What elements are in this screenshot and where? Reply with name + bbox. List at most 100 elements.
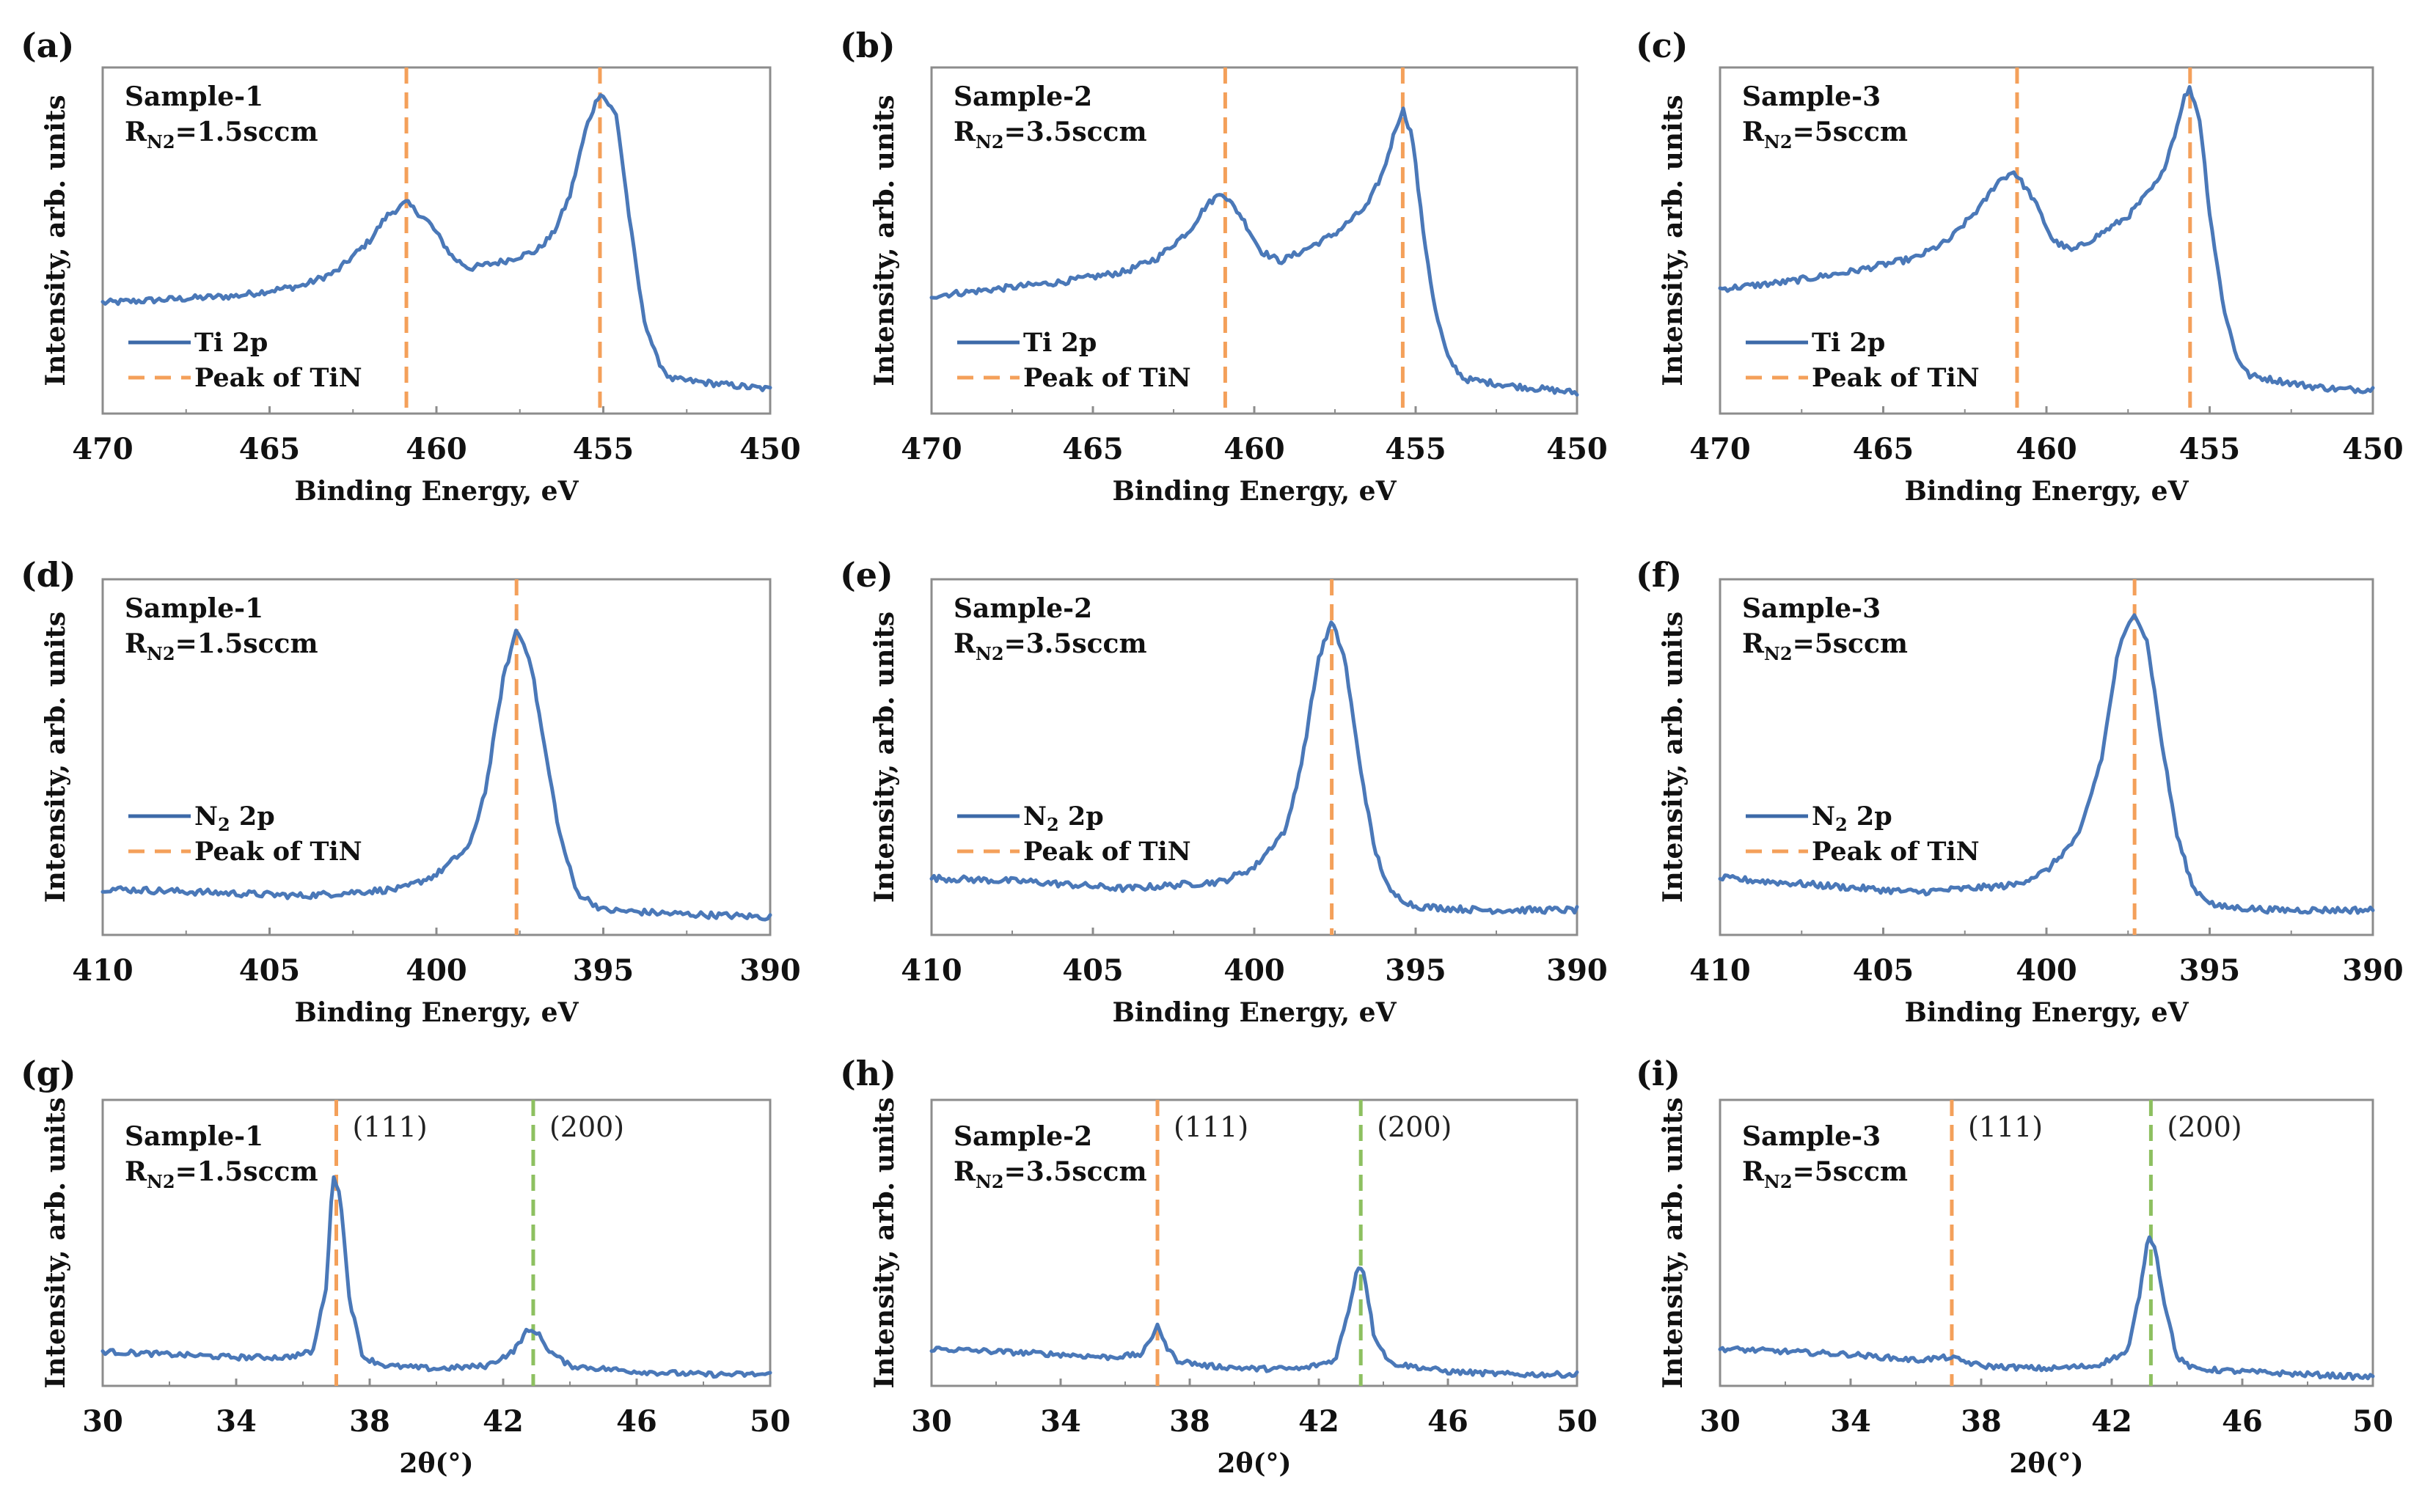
flow-rate-label: RN2=5sccm [1742,1156,1908,1192]
flow-rate-value: =3.5sccm [1004,117,1147,147]
chart-panel-e: 410 405 400 395 390 Binding Energy, eV Intensi… [840,555,1608,1028]
x-tick-label: 34 [1830,1404,1871,1439]
flow-rate-subscript: N2 [1764,643,1793,664]
x-tick-label: 46 [1427,1404,1468,1439]
x-tick-label: 460 [1223,432,1285,466]
legend-entry: Ti 2p [1023,328,1097,358]
x-tick-label: 405 [239,953,301,988]
flow-rate-value: =3.5sccm [1004,1156,1147,1187]
x-axis-label: Binding Energy, eV [1112,476,1397,507]
data-series-line [1718,613,2375,915]
x-tick-label: 455 [2179,432,2241,466]
chart-panel-g: 30 34 38 42 46 50 2θ(°) Intensity, arb. units (g… [21,1054,791,1479]
flow-rate-value: =5sccm [1793,117,1908,147]
peak-annotation: (111) [1174,1111,1248,1143]
chart-panel-a: 470 465 460 455 450 Binding Energy, eV Intensi… [21,26,801,507]
legend-subscript: 2 [1835,814,1848,835]
x-tick-label: 460 [406,432,467,466]
y-axis-label: Intensity, arb. units [40,1097,71,1388]
flow-rate-value: =3.5sccm [1004,628,1147,659]
flow-rate-value: =1.5sccm [175,117,318,147]
x-tick-label: 470 [901,432,962,466]
peak-annotation: (200) [2167,1111,2242,1143]
x-tick-label: 450 [739,432,801,466]
data-series-line [100,628,772,922]
panel-label: (h) [840,1054,896,1093]
panel-label: (e) [840,555,893,595]
x-axis-label: 2θ(°) [2009,1448,2083,1479]
chart-panel-c: 470 465 460 455 450 Binding Energy, eV Intensi… [1636,26,2404,507]
flow-rate-subscript: N2 [1764,1171,1793,1192]
x-tick-label: 34 [216,1404,257,1439]
panel-label: (a) [21,26,74,65]
panel-label: (f) [1636,555,1682,595]
chart-panel-b: 470 465 460 455 450 Binding Energy, eV Intensi… [840,26,1608,507]
x-tick-label: 455 [1385,432,1446,466]
sample-name: Sample-2 [954,81,1092,112]
x-tick-label: 30 [911,1404,952,1439]
legend-entry: Peak of TiN [1023,837,1191,867]
y-axis-label: Intensity, arb. units [869,612,900,903]
x-tick-label: 38 [349,1404,390,1439]
panel-label: (b) [840,26,896,65]
flow-rate-label: RN2=1.5sccm [125,628,318,664]
flow-rate-value: =5sccm [1793,628,1908,659]
x-tick-label: 42 [483,1404,524,1439]
data-series-line [100,1175,772,1379]
data-series-line [929,1266,1579,1379]
x-tick-label: 42 [1298,1404,1339,1439]
sample-name: Sample-2 [954,593,1092,624]
flow-rate-subscript: N2 [147,643,175,664]
flow-rate-label: RN2=1.5sccm [125,1156,318,1192]
x-tick-label: 395 [573,953,634,988]
data-series-line [929,106,1579,397]
data-series-line [1718,1235,2375,1381]
x-tick-label: 46 [2222,1404,2263,1439]
legend-entry: Peak of TiN [194,837,362,867]
flow-rate-subscript: N2 [976,131,1004,153]
peak-annotation: (200) [549,1111,624,1143]
legend-entry-rest: 2p [1059,801,1104,832]
sample-name: Sample-1 [125,1121,263,1152]
x-tick-label: 405 [1062,953,1124,988]
y-axis-label: Intensity, arb. units [869,1097,900,1388]
x-axis-label: 2θ(°) [399,1448,473,1479]
x-axis-label: Binding Energy, eV [1112,997,1397,1028]
y-axis-label: Intensity, arb. units [869,95,900,386]
flow-rate-value: =5sccm [1793,1156,1908,1187]
flow-rate-label: RN2=1.5sccm [125,117,318,153]
sample-name: Sample-1 [125,81,263,112]
x-tick-label: 405 [1853,953,1914,988]
x-tick-label: 450 [1546,432,1608,466]
x-axis-label: Binding Energy, eV [294,476,579,507]
legend-subscript: 2 [1047,814,1059,835]
legend-entry: Ti 2p [194,328,268,358]
legend-entry: Peak of TiN [1812,837,1980,867]
y-axis-label: Intensity, arb. units [1658,1097,1689,1388]
flow-rate-value: =1.5sccm [175,1156,318,1187]
flow-rate-value: =1.5sccm [175,628,318,659]
x-tick-label: 395 [1385,953,1446,988]
legend-entry: N2 2p [1023,801,1104,835]
x-tick-label: 460 [2016,432,2077,466]
x-tick-label: 42 [2091,1404,2132,1439]
x-tick-label: 390 [739,953,801,988]
legend-entry: Peak of TiN [1023,363,1191,393]
flow-rate-subscript: N2 [976,643,1004,664]
flow-rate-subscript: N2 [147,131,175,153]
x-tick-label: 470 [72,432,133,466]
x-tick-label: 400 [2016,953,2077,988]
flow-rate-label: RN2=3.5sccm [954,628,1147,664]
x-tick-label: 465 [1062,432,1124,466]
x-tick-label: 400 [1223,953,1285,988]
flow-rate-subscript: N2 [976,1171,1004,1192]
x-axis-label: Binding Energy, eV [294,997,579,1028]
sample-name: Sample-3 [1742,593,1881,624]
x-tick-label: 50 [1556,1404,1598,1439]
data-series-line [100,93,772,392]
x-tick-label: 465 [1853,432,1914,466]
x-tick-label: 34 [1040,1404,1081,1439]
flow-rate-subscript: N2 [147,1171,175,1192]
x-tick-label: 450 [2342,432,2404,466]
